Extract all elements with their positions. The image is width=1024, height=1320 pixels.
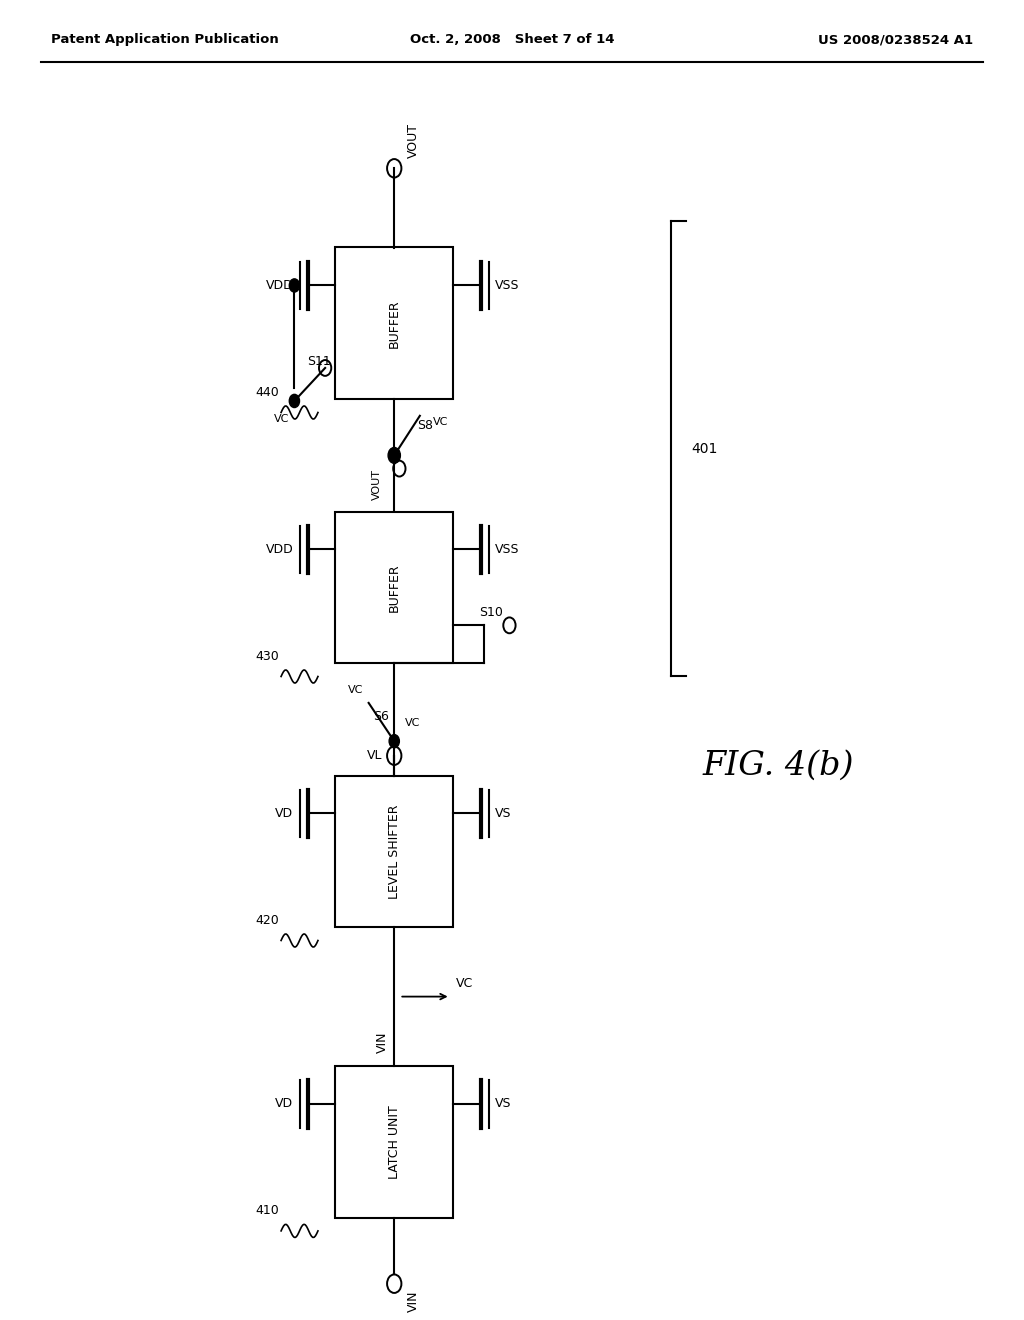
Text: LEVEL SHIFTER: LEVEL SHIFTER	[388, 804, 400, 899]
Text: 410: 410	[255, 1204, 279, 1217]
Text: VS: VS	[496, 807, 512, 820]
Text: Patent Application Publication: Patent Application Publication	[51, 33, 279, 46]
Text: VOUT: VOUT	[372, 469, 382, 499]
Text: LATCH UNIT: LATCH UNIT	[388, 1105, 400, 1179]
Text: Oct. 2, 2008   Sheet 7 of 14: Oct. 2, 2008 Sheet 7 of 14	[410, 33, 614, 46]
Text: S11: S11	[307, 355, 331, 368]
Bar	[336, 776, 453, 927]
Bar	[336, 1067, 453, 1217]
Circle shape	[389, 734, 399, 747]
Text: S10: S10	[479, 606, 503, 619]
Text: VC: VC	[404, 718, 420, 727]
Text: VSS: VSS	[496, 279, 519, 292]
Text: VDD: VDD	[265, 543, 293, 556]
Text: VSS: VSS	[496, 543, 519, 556]
Circle shape	[388, 447, 400, 463]
Text: 401: 401	[691, 442, 718, 455]
Circle shape	[290, 279, 300, 292]
Text: VIN: VIN	[376, 1031, 389, 1053]
Text: VC: VC	[273, 414, 290, 424]
Text: VD: VD	[275, 1097, 293, 1110]
Circle shape	[290, 395, 300, 408]
Text: VDD: VDD	[265, 279, 293, 292]
Text: US 2008/0238524 A1: US 2008/0238524 A1	[818, 33, 973, 46]
Text: VS: VS	[496, 1097, 512, 1110]
Text: VC: VC	[348, 685, 364, 694]
Text: S6: S6	[373, 710, 389, 722]
Text: 420: 420	[255, 913, 279, 927]
Text: VD: VD	[275, 807, 293, 820]
Text: BUFFER: BUFFER	[388, 564, 400, 611]
Text: 430: 430	[255, 649, 279, 663]
Text: VIN: VIN	[407, 1291, 420, 1312]
Text: VC: VC	[433, 417, 449, 428]
Bar	[336, 511, 453, 663]
Text: FIG. 4(b): FIG. 4(b)	[702, 750, 854, 781]
Bar	[336, 248, 453, 399]
Text: VC: VC	[456, 977, 473, 990]
Text: 440: 440	[255, 385, 279, 399]
Text: VL: VL	[367, 750, 382, 762]
Text: BUFFER: BUFFER	[388, 300, 400, 347]
Text: S8: S8	[417, 418, 433, 432]
Text: VOUT: VOUT	[407, 123, 420, 158]
